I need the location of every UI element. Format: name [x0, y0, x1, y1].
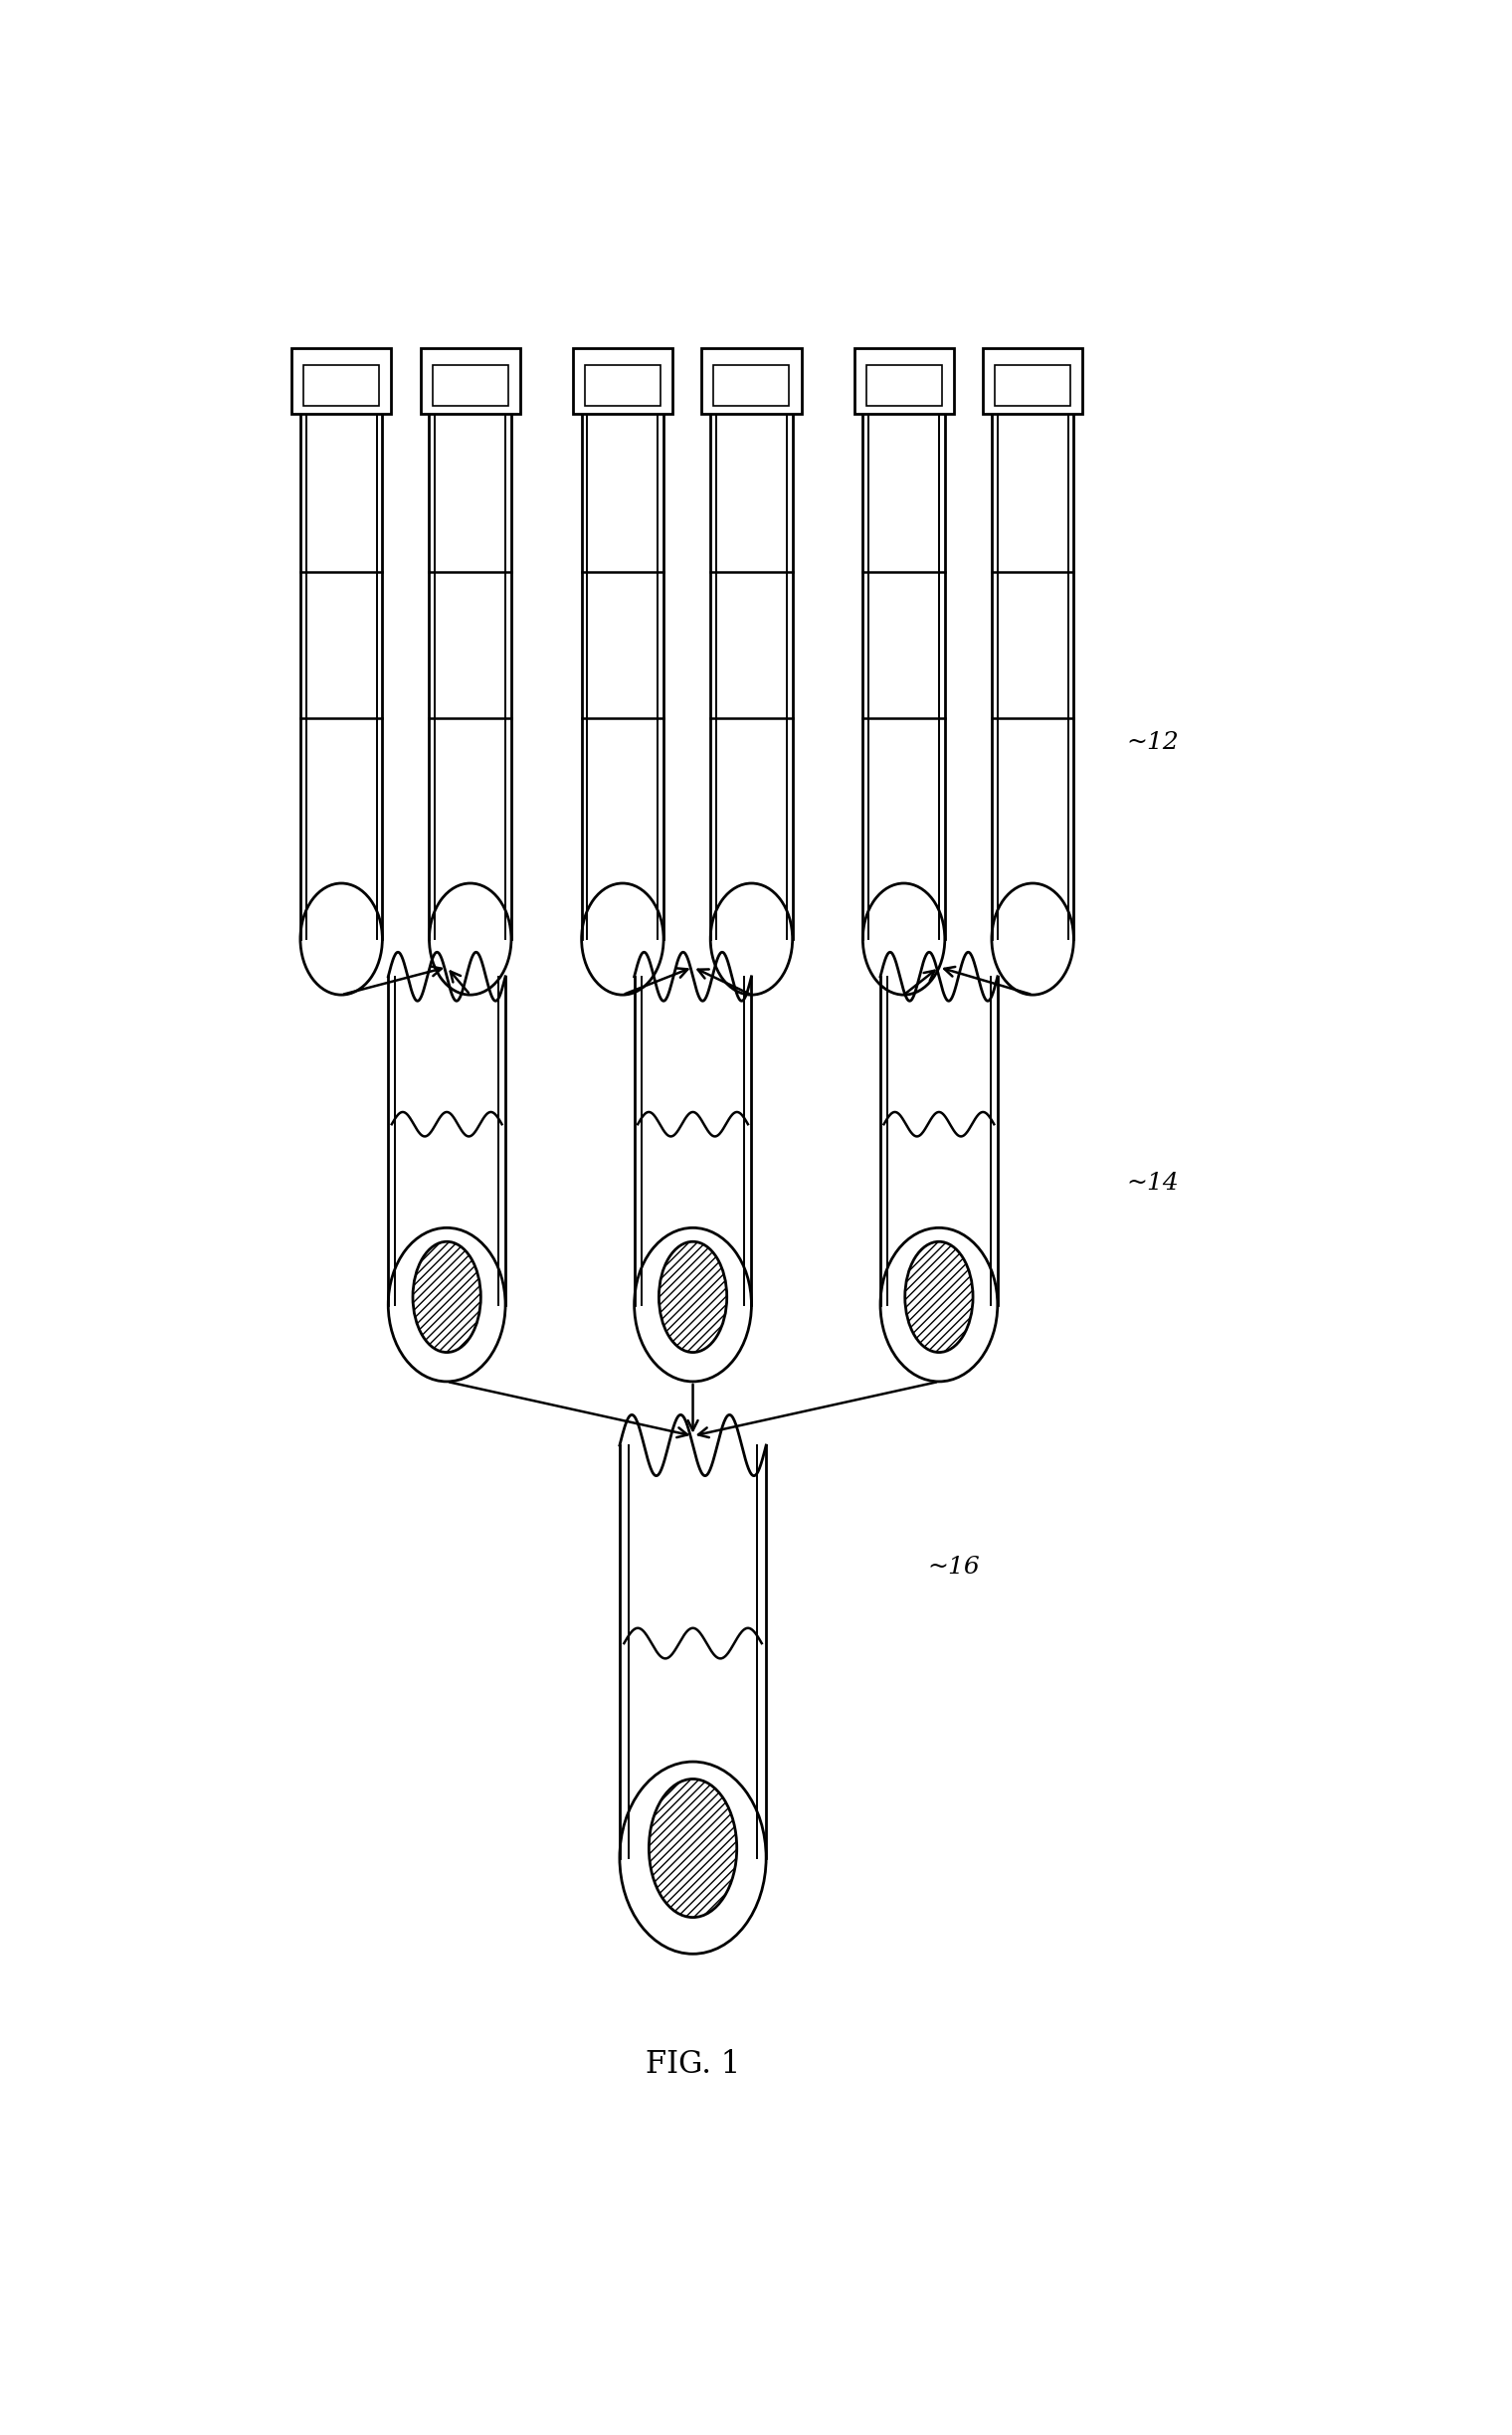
Ellipse shape: [863, 884, 945, 996]
Polygon shape: [992, 414, 1074, 940]
Polygon shape: [573, 348, 673, 414]
Polygon shape: [420, 348, 520, 414]
Polygon shape: [301, 572, 383, 718]
Polygon shape: [620, 1644, 767, 1858]
Polygon shape: [582, 414, 664, 940]
Polygon shape: [880, 976, 998, 1305]
Polygon shape: [702, 348, 801, 414]
Ellipse shape: [429, 884, 511, 996]
Ellipse shape: [880, 1227, 998, 1381]
Polygon shape: [863, 414, 945, 940]
Polygon shape: [711, 414, 792, 940]
Ellipse shape: [389, 1227, 505, 1381]
Polygon shape: [429, 572, 511, 718]
Ellipse shape: [863, 884, 945, 996]
Ellipse shape: [620, 1761, 767, 1953]
Polygon shape: [301, 414, 383, 940]
Ellipse shape: [906, 1242, 972, 1351]
Polygon shape: [301, 718, 383, 940]
Polygon shape: [429, 414, 511, 940]
Polygon shape: [620, 1446, 767, 1858]
Polygon shape: [854, 348, 954, 414]
Polygon shape: [389, 976, 505, 1305]
Ellipse shape: [389, 1227, 505, 1381]
Polygon shape: [983, 348, 1083, 414]
Ellipse shape: [635, 1227, 751, 1381]
Text: ~12: ~12: [1126, 730, 1179, 752]
Polygon shape: [292, 348, 392, 414]
Ellipse shape: [582, 884, 664, 996]
Polygon shape: [863, 718, 945, 940]
Ellipse shape: [992, 884, 1074, 996]
Ellipse shape: [659, 1242, 727, 1351]
Ellipse shape: [880, 1227, 998, 1381]
Ellipse shape: [992, 884, 1074, 996]
Ellipse shape: [301, 884, 383, 996]
Ellipse shape: [635, 1227, 751, 1381]
Ellipse shape: [301, 884, 383, 996]
Polygon shape: [711, 572, 792, 718]
Ellipse shape: [582, 884, 664, 996]
Text: ~14: ~14: [1126, 1171, 1179, 1193]
Polygon shape: [582, 572, 664, 718]
Polygon shape: [992, 718, 1074, 940]
Polygon shape: [863, 572, 945, 718]
Polygon shape: [429, 718, 511, 940]
Polygon shape: [582, 718, 664, 940]
Polygon shape: [711, 718, 792, 940]
Ellipse shape: [649, 1780, 736, 1916]
Ellipse shape: [620, 1761, 767, 1953]
Polygon shape: [880, 1125, 998, 1305]
Ellipse shape: [711, 884, 792, 996]
Ellipse shape: [429, 884, 511, 996]
Text: ~16: ~16: [927, 1556, 980, 1578]
Ellipse shape: [413, 1242, 481, 1351]
Polygon shape: [635, 1125, 751, 1305]
Polygon shape: [635, 976, 751, 1305]
Polygon shape: [389, 1125, 505, 1305]
Polygon shape: [992, 572, 1074, 718]
Text: FIG. 1: FIG. 1: [646, 2048, 741, 2079]
Ellipse shape: [711, 884, 792, 996]
